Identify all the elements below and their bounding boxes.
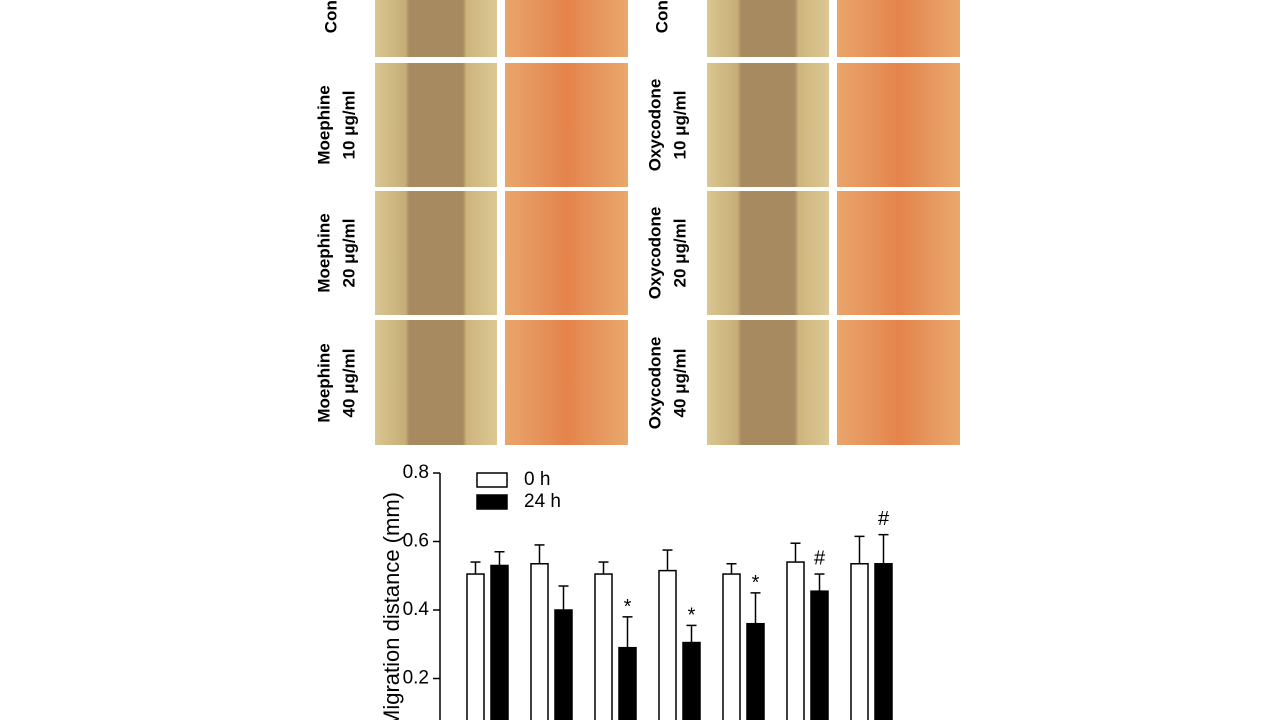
legend-swatch	[476, 472, 508, 488]
significance-mark: *	[688, 605, 696, 627]
bar	[490, 564, 509, 720]
significance-mark: #	[878, 508, 890, 530]
bar	[658, 569, 677, 720]
micrograph	[707, 191, 829, 315]
row-label: 20 μg/ml	[339, 219, 358, 288]
micrograph	[837, 320, 960, 445]
micrograph	[375, 0, 497, 57]
bar	[722, 573, 741, 720]
micrograph	[375, 63, 497, 187]
significance-mark: *	[752, 572, 760, 594]
significance-mark: *	[624, 596, 632, 618]
row-label: Control	[321, 0, 340, 33]
row-label: 20 μg/ml	[670, 219, 689, 288]
micrograph	[837, 0, 960, 57]
row-label: Control	[652, 0, 671, 33]
row-label: 10 μg/ml	[339, 91, 358, 160]
row-label: Moephine	[314, 213, 333, 292]
micrograph	[837, 191, 960, 315]
row-label: Oxycodone	[645, 207, 664, 300]
bar	[618, 646, 637, 720]
row-label: 40 μg/ml	[339, 349, 358, 418]
micrograph	[505, 320, 628, 445]
bar	[594, 573, 613, 720]
row-label: 10 μg/ml	[670, 91, 689, 160]
row-label: Oxycodone	[645, 337, 664, 430]
bar	[786, 561, 805, 720]
bar	[530, 563, 549, 720]
bar	[810, 590, 829, 720]
y-tick-label: 0.4	[403, 599, 430, 620]
row-label: Moephine	[314, 85, 333, 164]
micrograph	[707, 63, 829, 187]
y-tick-label: 0.6	[403, 531, 429, 552]
y-tick-label: 0.2	[403, 668, 429, 689]
legend-label: 24 h	[524, 491, 561, 512]
legend-label: 0 h	[524, 469, 550, 490]
bar	[746, 622, 765, 720]
row-label: 40 μg/ml	[670, 349, 689, 418]
micrograph	[505, 63, 628, 187]
micrograph	[707, 0, 829, 57]
significance-mark: #	[814, 547, 826, 569]
y-tick-label: 0.8	[403, 462, 429, 483]
bar	[874, 563, 893, 720]
micrograph	[505, 191, 628, 315]
micrograph	[375, 320, 497, 445]
bar	[554, 609, 573, 720]
micrograph	[837, 63, 960, 187]
bar	[850, 563, 869, 720]
row-label: Moephine	[314, 343, 333, 422]
y-axis-label: Migration distance (mm)	[379, 492, 404, 720]
bar	[466, 573, 485, 720]
micrograph	[375, 191, 497, 315]
micrograph	[505, 0, 628, 57]
bar	[682, 641, 701, 720]
row-label: Oxycodone	[645, 79, 664, 172]
legend-swatch	[476, 494, 508, 510]
micrograph	[707, 320, 829, 445]
